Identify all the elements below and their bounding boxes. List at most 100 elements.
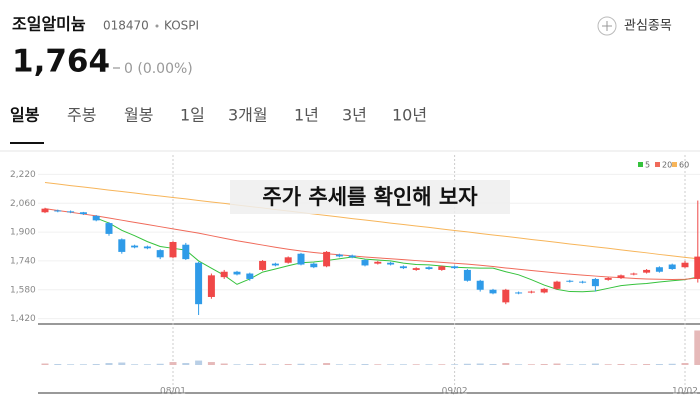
volume-bar (540, 364, 548, 365)
candle-body (67, 211, 75, 213)
candle-body (476, 280, 484, 290)
candle-body (41, 208, 49, 213)
volume-bar (489, 364, 497, 365)
candle-body (438, 266, 446, 270)
volume-bar (515, 364, 523, 365)
candle-body (694, 256, 700, 279)
volume-bar (553, 363, 561, 365)
volume-bar (617, 364, 625, 365)
volume-bar (502, 363, 510, 365)
period-tab[interactable]: 1일 (180, 106, 205, 125)
volume-bar (655, 364, 663, 365)
candle-body (310, 263, 318, 268)
price: 1,764 (12, 44, 110, 80)
x-tick-label: 09/02 (442, 387, 468, 397)
candle-body (92, 215, 100, 221)
volume-bar (246, 364, 254, 365)
y-tick-label: 2,060 (10, 199, 36, 209)
y-tick-label: 1,900 (10, 228, 36, 238)
volume-bar (259, 363, 267, 365)
volume-bar (591, 363, 599, 365)
candle-body (118, 239, 126, 252)
candle-body (105, 223, 113, 234)
volume-bar (643, 364, 651, 365)
legend-swatch (655, 162, 660, 167)
period-tab[interactable]: 일봉 (10, 106, 40, 125)
candle-body (502, 289, 510, 303)
volume-bar (271, 364, 279, 365)
candle-body (297, 253, 305, 265)
volume-bar (348, 364, 356, 365)
legend-label: 60 (679, 161, 689, 170)
x-tick-label: 08/01 (160, 387, 186, 397)
separator-dot (155, 24, 159, 28)
period-tab[interactable]: 3년 (342, 106, 367, 125)
volume-bar (604, 364, 612, 365)
volume-bar (182, 363, 190, 365)
volume-bar (681, 363, 689, 365)
volume-bar (284, 364, 292, 365)
volume-bar (527, 364, 535, 365)
watch-label[interactable]: 관심종목 (624, 19, 672, 34)
volume-bar (195, 360, 203, 365)
moving-average-line (44, 208, 698, 280)
volume-bar (630, 364, 638, 365)
candle-body (412, 268, 420, 270)
y-tick-label: 1,420 (10, 314, 36, 324)
volume-bar (463, 363, 471, 365)
volume-bar (54, 364, 62, 365)
legend-label: 5 (645, 161, 650, 170)
period-tab[interactable]: 월봉 (124, 106, 153, 125)
volume-bar (412, 364, 420, 365)
volume-bar (169, 362, 177, 365)
period-tab[interactable]: 10년 (392, 106, 427, 125)
legend-swatch (672, 162, 677, 167)
volume-bar (79, 364, 87, 365)
volume-bar (143, 364, 151, 365)
volume-bar (335, 364, 343, 365)
volume-bar (566, 364, 574, 365)
candle-body (79, 212, 87, 215)
period-tab[interactable]: 주봉 (67, 106, 96, 125)
candle-body (143, 246, 151, 249)
volume-bar (233, 364, 241, 365)
volume-bar (105, 363, 113, 365)
volume-bar (310, 364, 318, 365)
candle-body (527, 291, 535, 293)
candle-body (617, 275, 625, 279)
plus-icon (597, 16, 617, 36)
candle-body (207, 275, 215, 297)
volume-bar (399, 364, 407, 365)
volume-bar (425, 364, 433, 365)
candle-body (515, 292, 523, 294)
watch-button[interactable]: 관심종목 (597, 16, 672, 36)
candle-body (630, 273, 638, 275)
candle-body (54, 210, 62, 212)
candle-body (604, 278, 612, 280)
period-tab[interactable]: 3개월 (228, 106, 268, 125)
moving-average-line (44, 182, 698, 260)
candle-body (195, 262, 203, 305)
candle-body (284, 257, 292, 263)
volume-bar (131, 364, 139, 365)
volume-bar (668, 363, 676, 365)
moving-average-line (96, 217, 698, 293)
candle-body (348, 255, 356, 258)
volume-bar (297, 363, 305, 365)
volume-bar (323, 363, 331, 365)
period-tab[interactable]: 1년 (294, 106, 319, 125)
candle-body (579, 281, 587, 283)
candle-body (259, 260, 267, 270)
volume-bar (476, 363, 484, 365)
candle-body (553, 281, 561, 289)
volume-bar (207, 362, 215, 365)
candle-body (399, 266, 407, 269)
volume-bar (41, 363, 49, 365)
candle-body (220, 271, 228, 278)
volume-bar (579, 364, 587, 365)
volume-bar (67, 364, 75, 365)
volume-bar (451, 364, 459, 365)
candle-body (131, 245, 139, 248)
